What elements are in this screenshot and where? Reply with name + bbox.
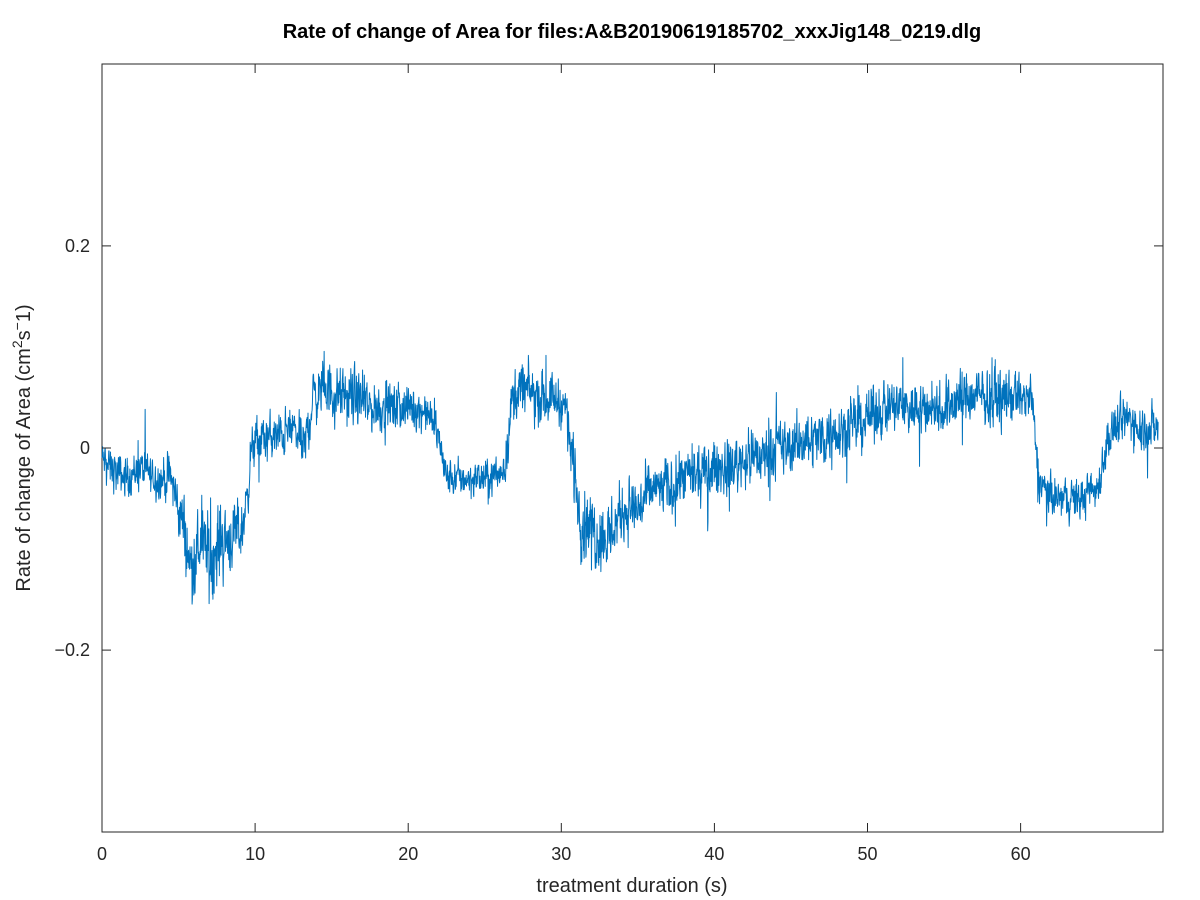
y-tick-label: 0.2	[65, 236, 90, 256]
y-axis-ticks: −0.2 0 0.2	[54, 236, 1163, 660]
x-axis-label: treatment duration (s)	[536, 875, 727, 897]
y-axis-label-end: 1)	[13, 304, 35, 322]
x-axis-ticks: 0 10 20 30 40 50 60	[97, 64, 1031, 864]
x-tick-label: 60	[1011, 844, 1031, 864]
x-tick-label: 0	[97, 844, 107, 864]
x-tick-label: 10	[245, 844, 265, 864]
plot-area: 0 10 20 30 40 50 60 −0.2 0 0.2	[54, 63, 1164, 864]
x-tick-label: 40	[704, 844, 724, 864]
y-axis-label-sup2: −	[9, 322, 25, 330]
y-axis-label-main: Rate of change of Area (cm	[13, 348, 35, 591]
plot-frame	[101, 63, 1164, 833]
series-layer	[101, 350, 1159, 605]
y-tick-label: 0	[80, 438, 90, 458]
chart-title: Rate of change of Area for files:A&B2019…	[283, 21, 982, 43]
y-axis-label-mid: s	[13, 330, 35, 340]
y-axis-label-sup1: 2	[9, 340, 25, 348]
series-line	[101, 350, 1159, 605]
y-tick-label: −0.2	[54, 640, 90, 660]
x-tick-label: 30	[551, 844, 571, 864]
x-tick-label: 50	[857, 844, 877, 864]
y-axis-label: Rate of change of Area (cm2s−1)	[9, 304, 35, 591]
x-tick-label: 20	[398, 844, 418, 864]
